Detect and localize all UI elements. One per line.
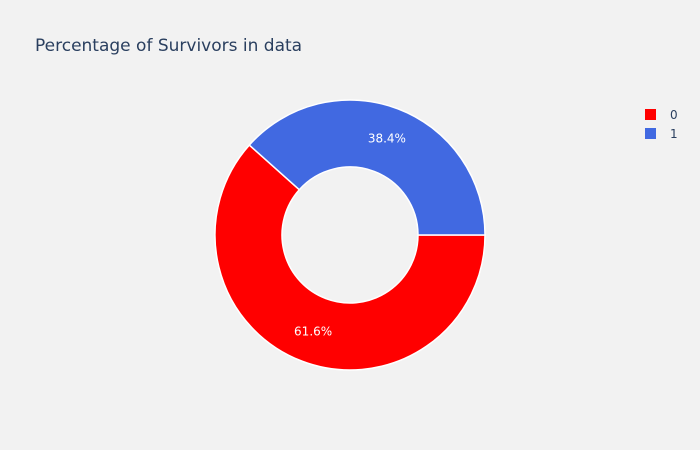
legend-swatch-0 <box>645 109 656 120</box>
donut-slice-0[interactable] <box>214 144 486 371</box>
slice-labels: 61.6% 38.4% <box>294 131 406 338</box>
donut-slice-1[interactable] <box>248 99 486 236</box>
donut-slices <box>214 99 486 371</box>
legend-swatch-1 <box>645 128 656 139</box>
slice-label-1: 38.4% <box>368 131 406 145</box>
legend-item-1[interactable]: 1 <box>645 127 678 141</box>
legend: 0 1 <box>645 108 678 141</box>
legend-label-0: 0 <box>670 108 678 122</box>
slice-label-0: 61.6% <box>294 325 332 339</box>
legend-item-0[interactable]: 0 <box>645 108 678 122</box>
legend-label-1: 1 <box>670 127 678 141</box>
chart-title: Percentage of Survivors in data <box>35 36 302 56</box>
